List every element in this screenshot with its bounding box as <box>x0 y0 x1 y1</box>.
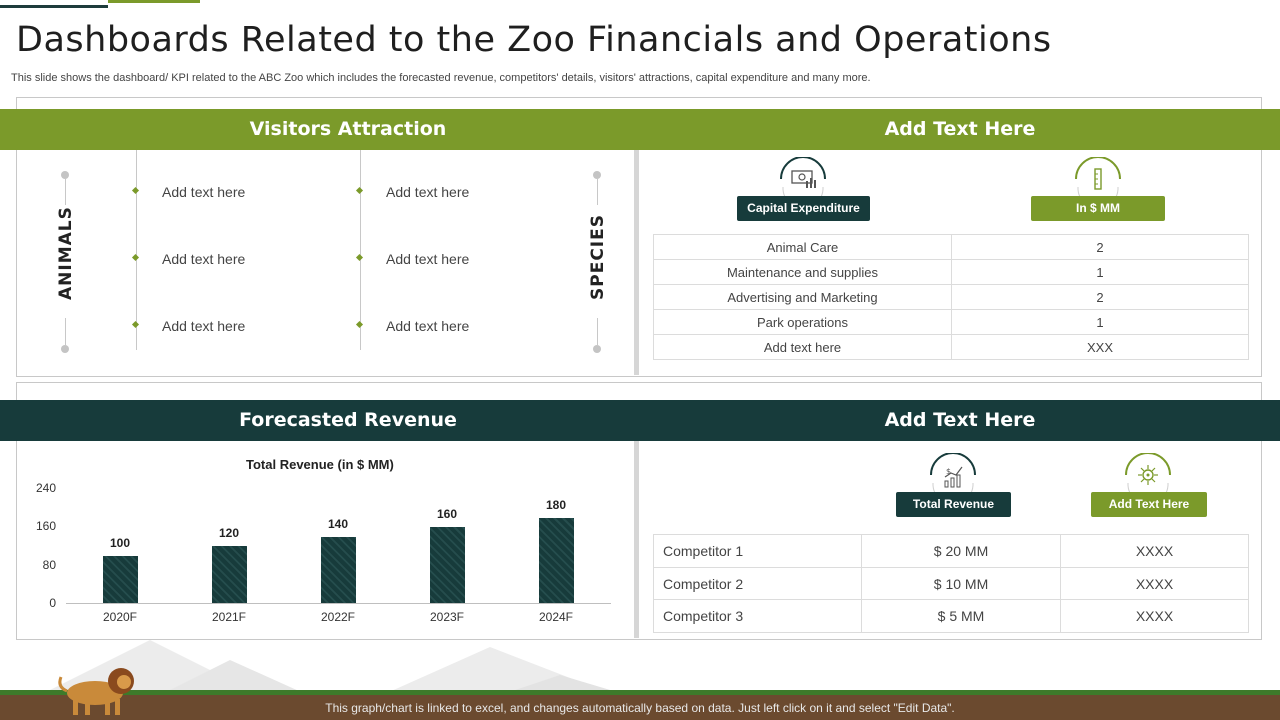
capex-label-cell: Park operations <box>653 309 952 335</box>
top-accent-green <box>108 0 200 3</box>
table-row: Animal Care 2 <box>653 234 1249 260</box>
capex-value-cell: 2 <box>951 234 1249 260</box>
capex-label-cell: Advertising and Marketing <box>653 284 952 310</box>
competitors-table: Competitor 1 $ 20 MM XXXX Competitor 2 $… <box>653 534 1249 633</box>
x-tick-label: 2021F <box>211 610 247 624</box>
competitor-other-cell: XXXX <box>1060 567 1249 600</box>
revenue-chart-icon: $ <box>929 452 977 501</box>
table-row: Advertising and Marketing 2 <box>653 284 1249 310</box>
column1-item: Add text here <box>162 184 246 200</box>
species-label: SPECIES <box>588 214 608 300</box>
bar <box>539 517 574 603</box>
bottom-header-band: Forecasted Revenue Add Text Here <box>0 400 1280 441</box>
capex-label-cell: Maintenance and supplies <box>653 259 952 285</box>
lion-icon <box>58 668 134 715</box>
right-timeline-dot-bottom <box>593 345 601 353</box>
capex-heading: Add Text Here <box>884 118 1036 140</box>
left-timeline-line-bottom <box>65 318 66 345</box>
bottom-divider <box>634 441 639 638</box>
bar <box>212 546 247 603</box>
left-timeline-dot-bottom <box>61 345 69 353</box>
capex-label-cell: Add text here <box>653 334 952 360</box>
right-timeline-line-bottom <box>597 318 598 345</box>
competitor-other-cell: XXXX <box>1060 534 1249 568</box>
add-text-pill: Add Text Here <box>1091 492 1207 517</box>
capital-expenditure-pill: Capital Expenditure <box>737 196 870 221</box>
capex-label-cell: Animal Care <box>653 234 952 260</box>
table-row: Competitor 1 $ 20 MM XXXX <box>653 534 1249 568</box>
competitor-name-cell: Competitor 2 <box>653 567 862 600</box>
revenue-heading: Forecasted Revenue <box>239 409 457 431</box>
top-divider <box>634 150 639 375</box>
y-tick-label: 0 <box>49 596 56 610</box>
bar <box>321 536 356 603</box>
table-row: Maintenance and supplies 1 <box>653 259 1249 285</box>
competitor-other-cell: XXXX <box>1060 599 1249 633</box>
left-timeline-dot-top <box>61 171 69 179</box>
page-subtitle: This slide shows the dashboard/ KPI rela… <box>11 72 871 84</box>
top-accent-dark <box>0 5 108 8</box>
page-title: Dashboards Related to the Zoo Financials… <box>16 20 1052 60</box>
top-header-band: Visitors Attraction Add Text Here <box>0 109 1280 150</box>
right-timeline-line-top <box>597 179 598 205</box>
capex-value-cell: XXX <box>951 334 1249 360</box>
bar-value-label: 100 <box>109 535 131 550</box>
y-tick-label: 80 <box>42 558 56 572</box>
table-row: Park operations 1 <box>653 309 1249 335</box>
x-tick-label: 2022F <box>320 610 356 624</box>
competitor-name-cell: Competitor 3 <box>653 599 862 633</box>
in-mm-pill: In $ MM <box>1031 196 1165 221</box>
competitor-revenue-cell: $ 10 MM <box>861 567 1061 600</box>
column2-item: Add text here <box>386 251 470 267</box>
y-tick-label: 160 <box>35 519 56 533</box>
right-timeline-dot-top <box>593 171 601 179</box>
capex-value-cell: 2 <box>951 284 1249 310</box>
column2-line <box>360 150 361 350</box>
capex-table: Animal Care 2 Maintenance and supplies 1… <box>653 234 1249 360</box>
bar-value-label: 180 <box>545 497 567 512</box>
visitors-heading: Visitors Attraction <box>249 118 447 140</box>
bar-value-label: 120 <box>218 526 240 540</box>
capex-value-cell: 1 <box>951 259 1249 285</box>
x-tick-label: 2023F <box>429 610 465 624</box>
column1-item: Add text here <box>162 318 246 334</box>
bar <box>430 527 465 603</box>
money-icon <box>779 156 827 205</box>
table-row: Add text here XXX <box>653 334 1249 360</box>
total-revenue-pill: Total Revenue <box>896 492 1011 517</box>
animals-label: ANIMALS <box>56 206 76 300</box>
column2-item: Add text here <box>386 184 470 200</box>
x-tick-label: 2020F <box>102 610 138 624</box>
left-timeline-line-top <box>65 179 66 205</box>
bar-value-label: 160 <box>436 507 458 521</box>
competitor-revenue-cell: $ 5 MM <box>861 599 1061 633</box>
y-tick-label: 240 <box>35 481 56 495</box>
column2-item: Add text here <box>386 318 470 334</box>
table-row: Competitor 2 $ 10 MM XXXX <box>653 567 1249 600</box>
bar-value-label: 140 <box>327 516 349 531</box>
competitors-heading: Add Text Here <box>884 409 1036 431</box>
footer-note: This graph/chart is linked to excel, and… <box>325 701 955 715</box>
column1-item: Add text here <box>162 251 246 267</box>
table-row: Competitor 3 $ 5 MM XXXX <box>653 599 1249 633</box>
x-tick-label: 2024F <box>538 610 574 624</box>
x-axis <box>66 603 611 604</box>
competitor-name-cell: Competitor 1 <box>653 534 862 568</box>
svg-text:$: $ <box>946 467 951 476</box>
capex-value-cell: 1 <box>951 309 1249 335</box>
chart-title: Total Revenue (in $ MM) <box>246 457 394 472</box>
bar <box>103 555 138 603</box>
competitor-revenue-cell: $ 20 MM <box>861 534 1061 568</box>
column1-line <box>136 150 137 350</box>
